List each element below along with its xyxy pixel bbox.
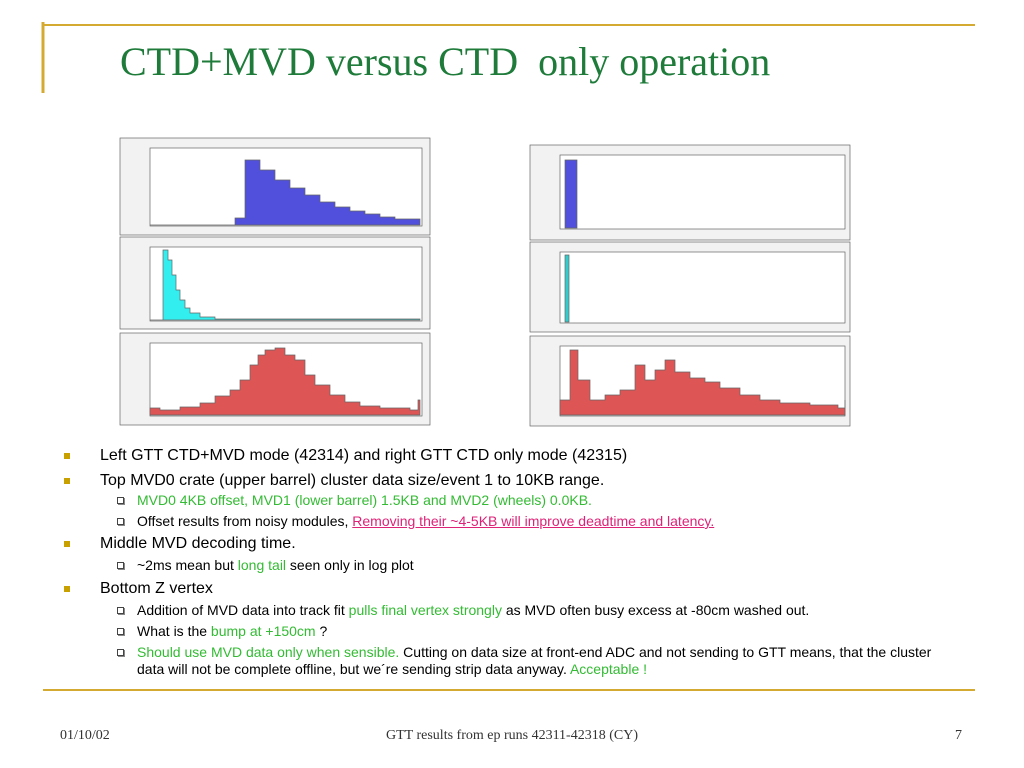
text-run: Acceptable ! bbox=[569, 661, 648, 677]
text-run: ? bbox=[315, 623, 328, 639]
histogram-shape bbox=[564, 254, 570, 323]
text-run: as MVD often busy excess at -80cm washed… bbox=[501, 602, 810, 618]
bullet-item: Bottom Z vertex bbox=[64, 580, 960, 597]
histogram-shape bbox=[559, 349, 846, 416]
bullet bbox=[117, 649, 124, 656]
bullet-item: Top MVD0 crate (upper barrel) cluster da… bbox=[64, 472, 960, 489]
histogram-shape bbox=[564, 159, 578, 229]
slide-title: CTD+MVD versus CTD only operation bbox=[120, 39, 771, 84]
bullet bbox=[117, 628, 124, 635]
plot-area bbox=[559, 251, 846, 324]
text-run: Left GTT CTD+MVD mode (42314) and right … bbox=[100, 447, 628, 464]
histogram-shape bbox=[149, 347, 421, 416]
footer-center: GTT results from ep runs 42311-42318 (CY… bbox=[386, 728, 638, 743]
bullet bbox=[117, 518, 124, 525]
text-run: ~2ms mean but bbox=[137, 557, 238, 573]
page-number: 7 bbox=[955, 728, 962, 743]
bullet-item: MVD0 4KB offset, MVD1 (lower barrel) 1.5… bbox=[117, 492, 957, 509]
bullet-item: What is the bump at +150cm ? bbox=[117, 623, 957, 640]
bullet-item: Offset results from noisy modules, Remov… bbox=[117, 513, 957, 530]
bullet bbox=[117, 497, 124, 504]
bullet bbox=[64, 586, 70, 592]
text-run: What is the bbox=[137, 623, 211, 639]
text-run: Removing their ~4-5KB will improve deadt… bbox=[352, 513, 715, 529]
text-run: bump at +150cm bbox=[210, 623, 316, 639]
bullet bbox=[64, 453, 70, 459]
bullet-item: Should use MVD data only when sensible. … bbox=[117, 644, 957, 678]
bullet-item: Left GTT CTD+MVD mode (42314) and right … bbox=[64, 447, 960, 464]
histogram-panels bbox=[119, 137, 851, 427]
histogram-shape bbox=[150, 159, 421, 226]
plot-area bbox=[149, 246, 423, 322]
text-run: Bottom Z vertex bbox=[100, 580, 213, 597]
text-run: Middle MVD decoding time. bbox=[100, 535, 296, 552]
plot-area bbox=[559, 154, 846, 230]
footer-date: 01/10/02 bbox=[60, 728, 110, 743]
bullet bbox=[117, 562, 124, 569]
bullet-item: Middle MVD decoding time. bbox=[64, 535, 960, 552]
text-run: seen only in log plot bbox=[286, 557, 414, 573]
text-run: Cutting on data size at front-end ADC an… bbox=[137, 644, 932, 677]
text-run: MVD0 4KB offset, MVD1 (lower barrel) 1.5… bbox=[137, 492, 592, 508]
text-run: long tail bbox=[237, 557, 287, 573]
text-run: Addition of MVD data into track fit bbox=[137, 602, 349, 618]
text-run: Should use MVD data only when sensible. bbox=[137, 644, 400, 660]
bullet bbox=[64, 478, 70, 484]
bullet-item: Addition of MVD data into track fit pull… bbox=[117, 602, 957, 619]
bullet bbox=[117, 607, 124, 614]
text-run: Offset results from noisy modules, bbox=[137, 513, 353, 529]
text-run: Top MVD0 crate (upper barrel) cluster da… bbox=[100, 472, 605, 489]
histogram-shape bbox=[150, 249, 421, 321]
bullet-item: ~2ms mean but long tail seen only in log… bbox=[117, 557, 957, 574]
bullet bbox=[64, 541, 70, 547]
text-run: pulls final vertex strongly bbox=[348, 602, 502, 618]
